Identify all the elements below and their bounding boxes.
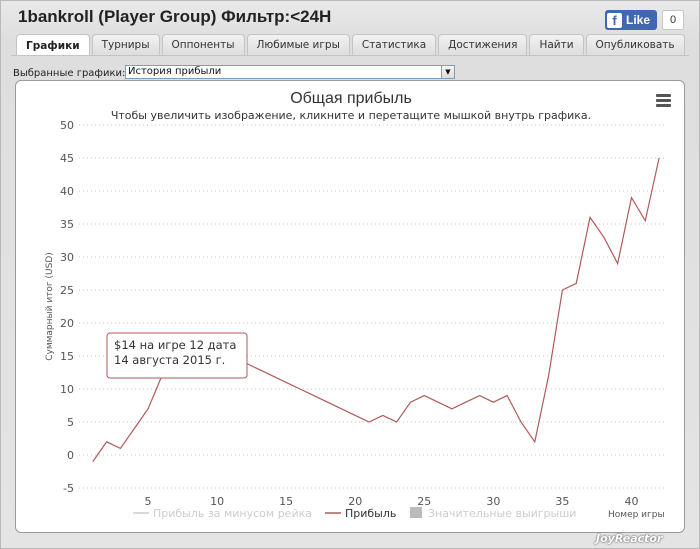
x-axis-label: Номер игры xyxy=(608,510,665,520)
data-point xyxy=(354,414,357,417)
data-point xyxy=(437,401,440,404)
data-point xyxy=(506,394,509,397)
data-point xyxy=(381,414,384,417)
y-tick-label: -5 xyxy=(63,482,74,495)
data-point xyxy=(630,196,633,199)
facebook-like-button[interactable]: f Like xyxy=(605,10,658,30)
data-point xyxy=(285,381,288,384)
x-tick-label: 20 xyxy=(348,495,362,508)
y-tick-label: 20 xyxy=(60,317,74,330)
data-point xyxy=(588,216,591,219)
tooltip-line1: $14 на игре 12 дата xyxy=(114,338,236,352)
data-point xyxy=(547,374,550,377)
hamburger-menu-icon[interactable] xyxy=(656,94,671,107)
facebook-like-count: 0 xyxy=(662,10,685,30)
y-axis-label: Суммарный итог (USD) xyxy=(45,252,55,361)
legend-square-marker xyxy=(410,507,422,518)
legend-item-3: Значительные выигрыши xyxy=(428,507,576,520)
legend-item-2: Прибыль xyxy=(345,507,396,520)
y-tick-label: 50 xyxy=(60,119,74,132)
data-point xyxy=(340,407,343,410)
chart-subtitle: Чтобы увеличить изображение, кликните и … xyxy=(110,109,592,122)
tooltip-box xyxy=(106,332,248,379)
x-tick-label: 15 xyxy=(279,495,293,508)
tooltip-line2: 14 августа 2015 г. xyxy=(114,353,225,367)
data-point xyxy=(409,401,412,404)
data-point xyxy=(133,427,136,430)
series-line-1 xyxy=(92,157,660,462)
chart-title: Общая прибыль xyxy=(290,90,412,107)
data-point xyxy=(326,401,329,404)
tab-4[interactable]: Любимые игры xyxy=(246,34,350,55)
data-point xyxy=(271,374,274,377)
data-point xyxy=(105,440,108,443)
y-tick-label: 15 xyxy=(60,350,74,363)
y-tick-label: 35 xyxy=(60,218,74,231)
data-point xyxy=(257,368,260,371)
watermark-logo: JoyReactor xyxy=(596,532,663,545)
tab-8[interactable]: Опубликовать xyxy=(585,34,685,55)
chart-panel[interactable]: Общая прибыль Чтобы увеличить изображени… xyxy=(15,80,685,533)
x-tick-label: 5 xyxy=(145,495,152,508)
y-tick-label: 0 xyxy=(67,449,74,462)
data-point xyxy=(519,420,522,423)
data-point xyxy=(533,440,536,443)
y-tick-label: 40 xyxy=(60,185,74,198)
data-point xyxy=(423,394,426,397)
tab-5[interactable]: Статистика xyxy=(351,34,437,55)
tab-1[interactable]: Графики xyxy=(16,34,90,56)
data-point xyxy=(575,282,578,285)
data-point xyxy=(367,420,370,423)
data-point xyxy=(644,219,647,222)
chart-selector-value: История прибыли xyxy=(128,66,222,77)
y-tick-label: 45 xyxy=(60,152,74,165)
data-point xyxy=(298,387,301,390)
tab-bar: Графики Турниры Оппоненты Любимые игры Стати… xyxy=(16,34,687,56)
x-tick-label: 25 xyxy=(417,495,431,508)
data-point xyxy=(395,420,398,423)
data-point xyxy=(91,460,94,463)
data-point xyxy=(657,156,660,159)
tab-2[interactable]: Турниры xyxy=(91,34,160,55)
data-point xyxy=(119,447,122,450)
data-point xyxy=(492,401,495,404)
data-point xyxy=(616,262,619,265)
x-tick-label: 30 xyxy=(486,495,500,508)
profit-line-chart[interactable]: -5 0 5 10 15 20 25 30 35 40 45 50 5 10 15 20 25 30 35 40 Сум… xyxy=(16,81,686,534)
y-tick-label: 30 xyxy=(60,251,74,264)
data-point xyxy=(561,288,564,291)
facebook-like-label: Like xyxy=(626,13,651,27)
y-tick-label: 5 xyxy=(67,416,74,429)
tab-6[interactable]: Достижения xyxy=(438,34,528,55)
x-tick-label: 35 xyxy=(555,495,569,508)
data-point xyxy=(602,236,605,239)
data-point xyxy=(146,407,149,410)
data-point xyxy=(450,407,453,410)
x-tick-label: 40 xyxy=(624,495,638,508)
y-tick-label: 10 xyxy=(60,383,74,396)
data-point xyxy=(312,394,315,397)
data-point xyxy=(478,394,481,397)
y-tick-label: 25 xyxy=(60,284,74,297)
facebook-like-widget[interactable]: f Like 0 xyxy=(605,10,685,30)
tab-divider xyxy=(11,55,689,56)
window-title: 1bankroll (Player Group) Фильтр:<24H xyxy=(18,7,332,26)
tab-3[interactable]: Оппоненты xyxy=(161,34,245,55)
tab-7[interactable]: Найти xyxy=(529,34,584,55)
x-tick-label: 10 xyxy=(210,495,224,508)
data-point xyxy=(464,401,467,404)
facebook-f-icon: f xyxy=(607,12,622,28)
chevron-down-icon[interactable]: ▼ xyxy=(441,66,454,78)
chart-selector-label: Выбранные графики: xyxy=(13,68,126,79)
chart-selector-dropdown[interactable]: История прибыли ▼ xyxy=(125,65,455,79)
legend-item-1: Прибыль за минусом рейка xyxy=(153,507,312,520)
